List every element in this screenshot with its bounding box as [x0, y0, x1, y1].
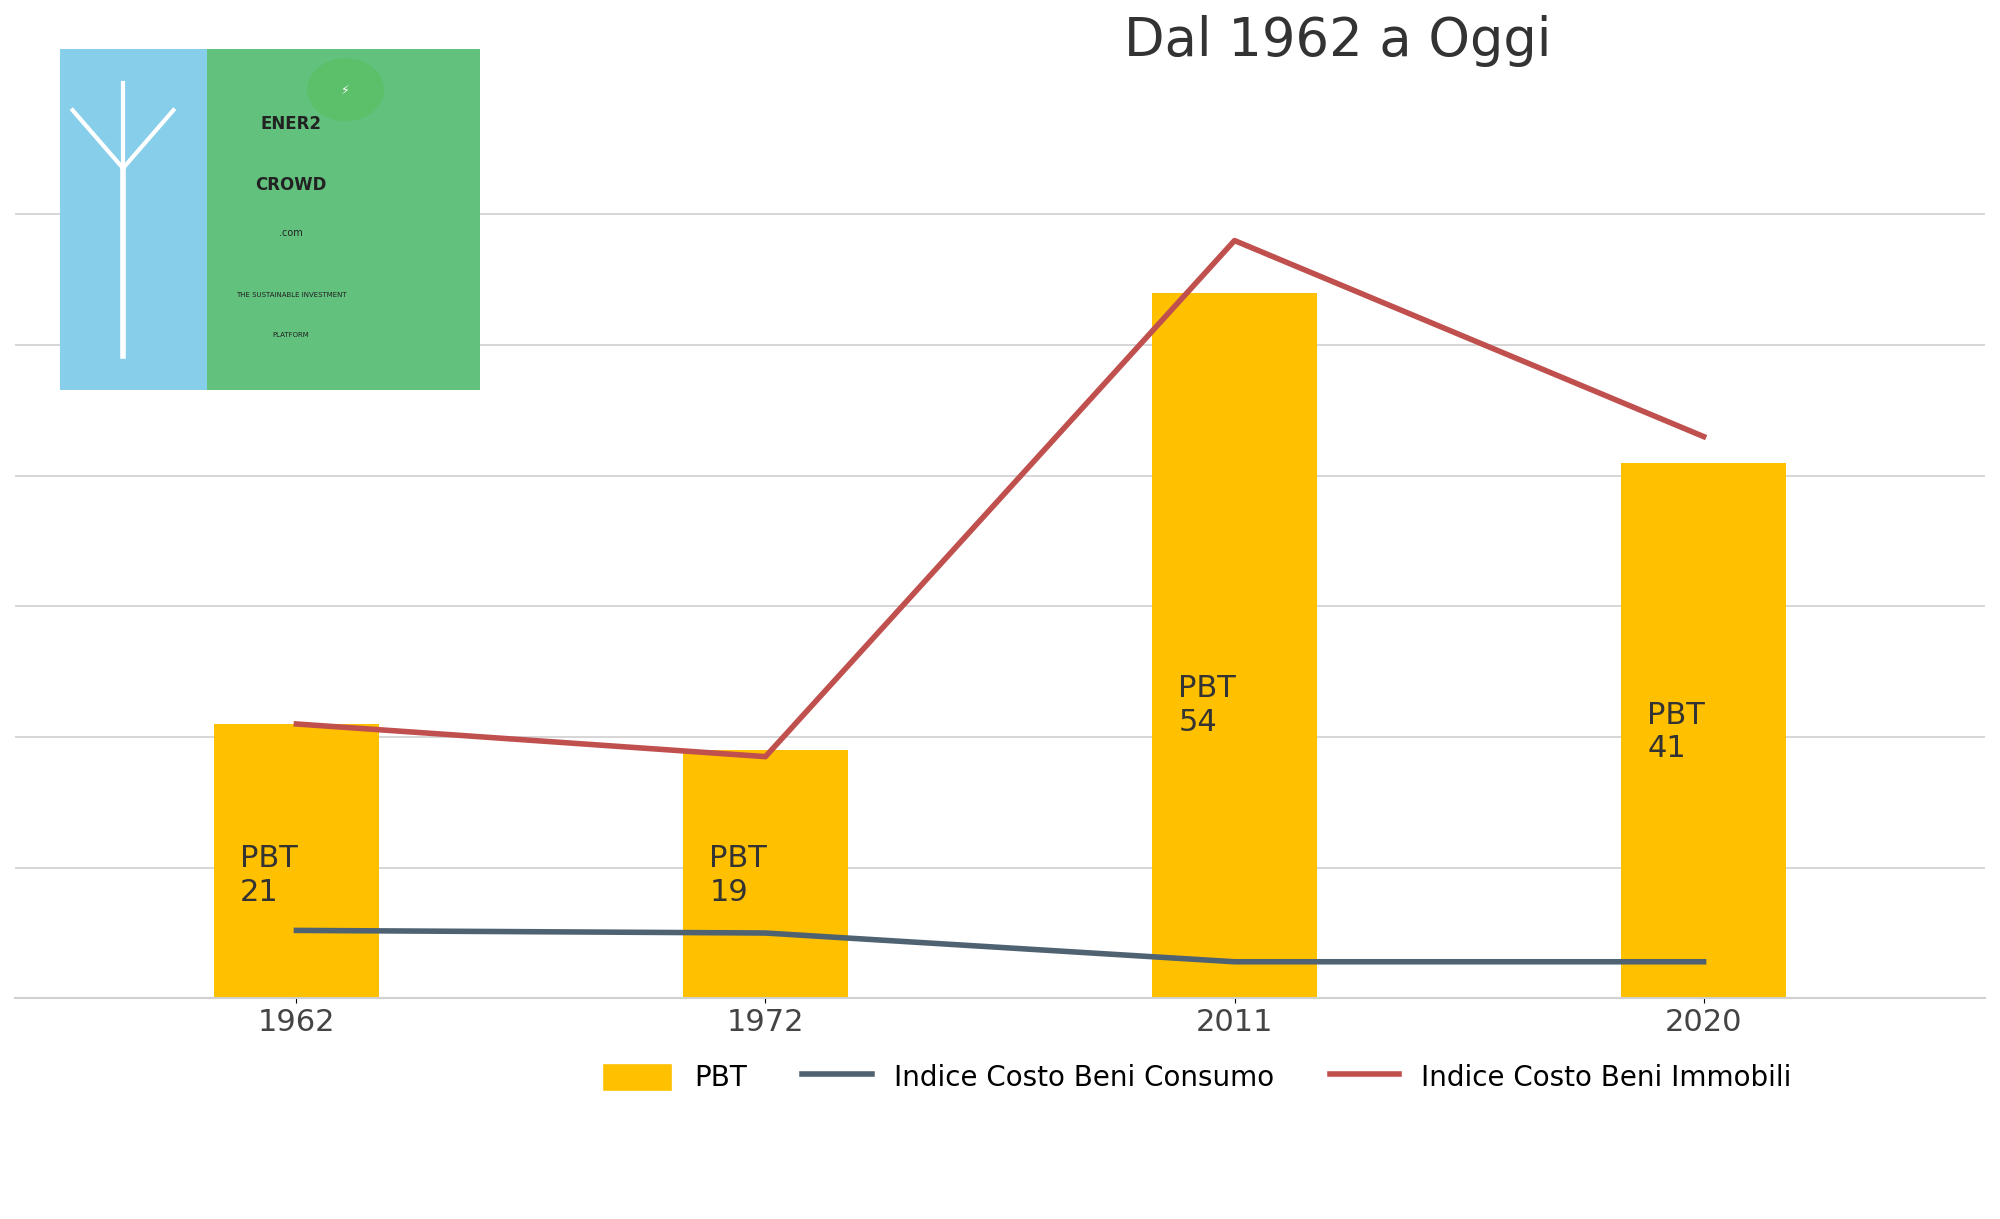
Text: CROWD: CROWD	[256, 177, 326, 194]
Text: PBT
41: PBT 41	[1648, 701, 1706, 763]
Bar	[1152, 293, 1316, 998]
Text: Dal 1962 a Oggi: Dal 1962 a Oggi	[1124, 15, 1552, 67]
Text: .com: .com	[280, 228, 302, 238]
Legend: PBT, Indice Costo Beni Consumo, Indice Costo Beni Immobili: PBT, Indice Costo Beni Consumo, Indice C…	[592, 1052, 1802, 1103]
Text: PBT
54: PBT 54	[1178, 674, 1236, 737]
Text: ENER2: ENER2	[260, 115, 322, 133]
Circle shape	[308, 59, 384, 121]
Bar	[684, 750, 848, 998]
Text: PLATFORM: PLATFORM	[272, 333, 310, 339]
Bar	[214, 724, 378, 998]
Text: ⚡: ⚡	[342, 83, 350, 96]
Text: PBT
19: PBT 19	[710, 845, 766, 907]
Polygon shape	[208, 49, 480, 390]
Bar	[1622, 463, 1786, 998]
Text: PBT
21: PBT 21	[240, 845, 298, 907]
Text: THE SUSTAINABLE INVESTMENT: THE SUSTAINABLE INVESTMENT	[236, 291, 346, 297]
